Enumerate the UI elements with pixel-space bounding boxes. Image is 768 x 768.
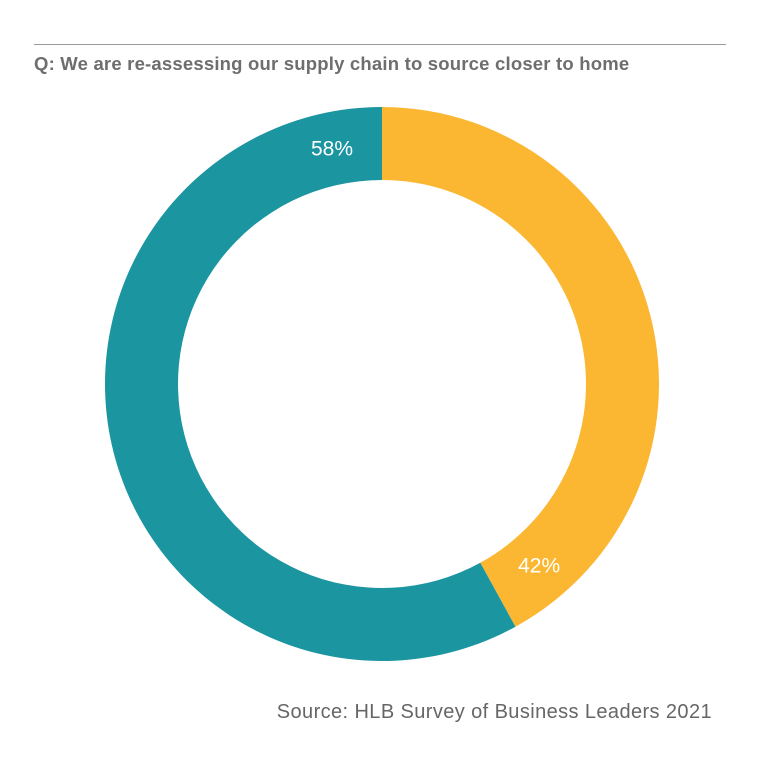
source-note: Source: HLB Survey of Business Leaders 2…	[276, 701, 712, 723]
slice-label-42: 42%	[518, 555, 560, 578]
donut-slice-58	[104, 107, 516, 661]
chart-title: Q: We are re-assessing our supply chain …	[34, 53, 630, 74]
donut-slice-42	[382, 107, 659, 627]
top-divider	[34, 44, 726, 45]
slice-label-58: 58%	[311, 137, 353, 160]
